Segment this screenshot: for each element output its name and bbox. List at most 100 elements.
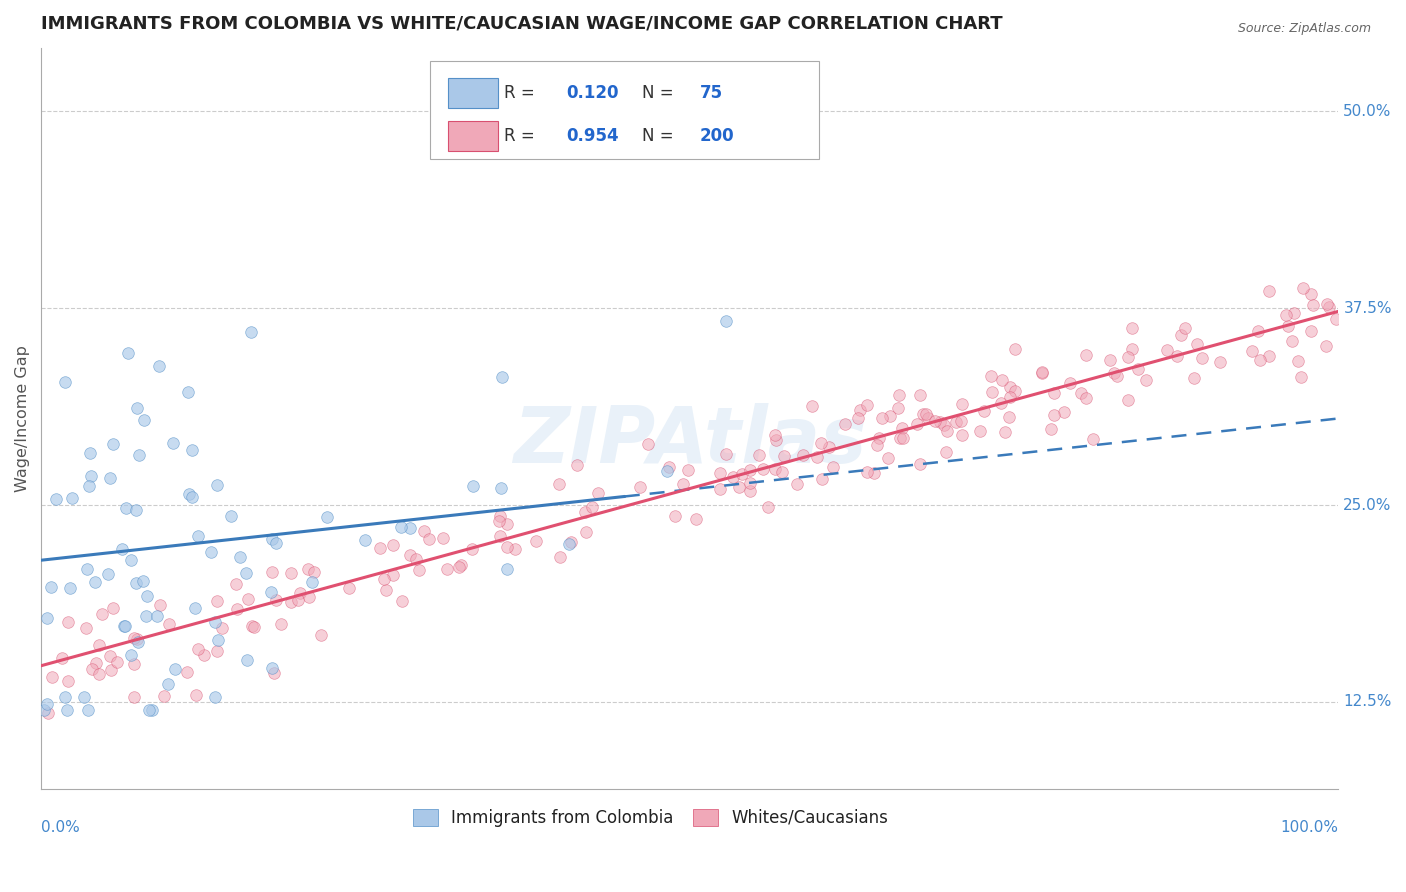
Text: 25.0%: 25.0% bbox=[1343, 498, 1392, 513]
Point bbox=[128, 448, 150, 462]
Point bbox=[1191, 351, 1213, 366]
Point bbox=[891, 421, 914, 435]
Point bbox=[664, 508, 686, 523]
Point bbox=[1059, 376, 1081, 390]
Point bbox=[302, 566, 325, 580]
Point bbox=[1182, 370, 1205, 384]
Point bbox=[1031, 366, 1053, 380]
Point bbox=[226, 602, 249, 616]
Point bbox=[748, 448, 770, 462]
Point bbox=[792, 448, 814, 462]
Point bbox=[77, 479, 100, 493]
Point bbox=[405, 551, 427, 566]
Point bbox=[891, 431, 914, 445]
Legend: Immigrants from Colombia, Whites/Caucasians: Immigrants from Colombia, Whites/Caucasi… bbox=[406, 802, 896, 833]
Point bbox=[132, 574, 155, 588]
Point bbox=[817, 440, 839, 454]
Point bbox=[709, 482, 731, 496]
Point bbox=[1166, 350, 1188, 364]
Point bbox=[994, 425, 1017, 439]
Point bbox=[738, 463, 761, 477]
Point bbox=[763, 462, 786, 476]
Point bbox=[565, 458, 588, 472]
FancyBboxPatch shape bbox=[449, 78, 498, 109]
Point bbox=[79, 446, 101, 460]
Point bbox=[1289, 370, 1312, 384]
Point bbox=[1258, 285, 1281, 299]
Point bbox=[165, 661, 187, 675]
Point bbox=[204, 615, 226, 629]
Point bbox=[846, 411, 869, 425]
Point bbox=[135, 608, 157, 623]
Point bbox=[45, 491, 67, 506]
Point bbox=[1240, 343, 1263, 358]
Point bbox=[721, 469, 744, 483]
Point bbox=[924, 413, 946, 427]
Point bbox=[399, 521, 422, 535]
Point bbox=[225, 577, 247, 591]
Point bbox=[105, 655, 128, 669]
Point bbox=[125, 632, 148, 646]
Point bbox=[205, 478, 228, 492]
Point bbox=[56, 615, 79, 629]
Point bbox=[460, 541, 482, 556]
Point bbox=[1282, 306, 1305, 320]
Point bbox=[740, 475, 762, 490]
Point bbox=[1076, 348, 1098, 362]
Point bbox=[1315, 338, 1337, 352]
Point bbox=[770, 465, 793, 479]
Point bbox=[526, 534, 548, 549]
Point bbox=[1185, 336, 1208, 351]
Point bbox=[929, 415, 952, 429]
Point bbox=[1121, 320, 1143, 334]
Point bbox=[714, 313, 737, 327]
Point bbox=[37, 706, 59, 720]
Point bbox=[862, 467, 884, 481]
Point bbox=[236, 653, 259, 667]
Point bbox=[287, 592, 309, 607]
Point bbox=[270, 617, 292, 632]
Text: 0.0%: 0.0% bbox=[41, 820, 80, 835]
Point bbox=[436, 562, 458, 576]
Point bbox=[375, 582, 398, 597]
Point bbox=[162, 435, 184, 450]
Point bbox=[125, 401, 148, 416]
Point bbox=[391, 594, 413, 608]
Point bbox=[950, 397, 973, 411]
Point bbox=[76, 562, 98, 576]
Point bbox=[193, 648, 215, 662]
Point bbox=[98, 648, 121, 663]
Point bbox=[1174, 321, 1197, 335]
Point bbox=[138, 703, 160, 717]
Point bbox=[260, 565, 283, 579]
Point bbox=[80, 469, 103, 483]
Point bbox=[221, 508, 243, 523]
Point bbox=[1107, 369, 1129, 384]
Point bbox=[503, 542, 526, 557]
Point bbox=[263, 666, 285, 681]
Point bbox=[950, 414, 973, 428]
Point bbox=[548, 549, 571, 564]
Point bbox=[60, 491, 83, 505]
Point bbox=[811, 472, 834, 486]
Point bbox=[581, 500, 603, 515]
Point bbox=[806, 450, 828, 465]
Point bbox=[868, 431, 890, 445]
Text: Source: ZipAtlas.com: Source: ZipAtlas.com bbox=[1237, 22, 1371, 36]
Point bbox=[1299, 324, 1322, 338]
Point bbox=[32, 703, 55, 717]
Point bbox=[908, 388, 931, 402]
Point bbox=[998, 390, 1021, 404]
Point bbox=[488, 509, 510, 524]
Point bbox=[127, 635, 149, 649]
Point bbox=[56, 703, 79, 717]
Point bbox=[678, 463, 700, 477]
Point bbox=[240, 325, 263, 339]
Point bbox=[75, 621, 97, 635]
Point bbox=[588, 485, 610, 500]
Point bbox=[981, 385, 1004, 400]
Point bbox=[870, 410, 893, 425]
Point bbox=[120, 553, 142, 567]
Point bbox=[998, 410, 1021, 425]
Point bbox=[637, 437, 659, 451]
